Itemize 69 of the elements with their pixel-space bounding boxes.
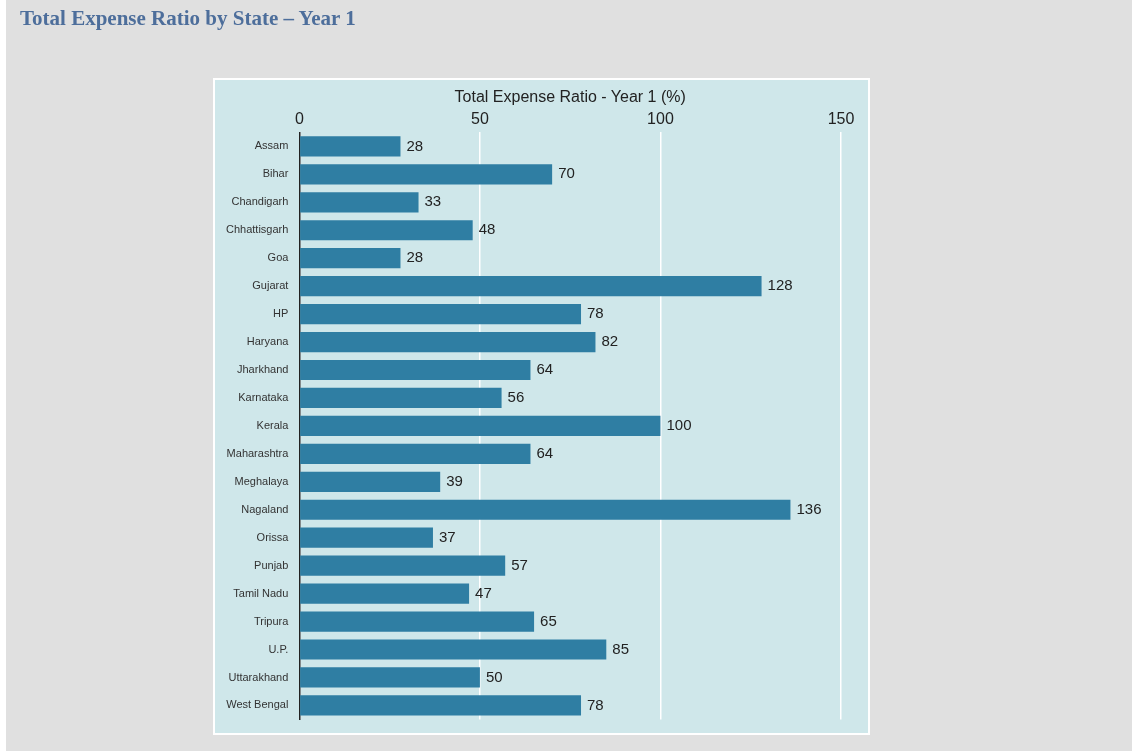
bar — [300, 303, 582, 325]
y-tick-label: Assam — [254, 139, 289, 152]
data-label: 64 — [536, 443, 554, 461]
data-label: 47 — [475, 583, 492, 601]
y-tick-label: Uttarakhand — [228, 670, 289, 683]
x-tick-label: 100 — [647, 110, 674, 128]
data-label: 136 — [796, 499, 822, 517]
data-label: 70 — [558, 164, 575, 182]
bar — [300, 499, 791, 520]
bar — [300, 611, 535, 632]
bar — [300, 192, 419, 213]
data-label: 78 — [587, 304, 604, 322]
bar — [300, 555, 506, 576]
data-label: 39 — [446, 471, 463, 489]
y-tick-label: Nagaland — [241, 502, 289, 515]
y-tick-label: Meghalaya — [234, 474, 290, 487]
chart-title: Total Expense Ratio by State – Year 1 — [20, 6, 356, 31]
y-tick-label: Kerala — [256, 418, 290, 431]
y-tick-label: Punjab — [254, 558, 289, 571]
y-tick-label: Bihar — [262, 167, 289, 180]
bar — [300, 443, 531, 464]
data-label: 82 — [601, 332, 619, 350]
bar — [300, 527, 433, 548]
data-label: 56 — [507, 388, 525, 406]
data-label: 33 — [424, 192, 442, 210]
y-tick-label: HP — [273, 307, 289, 320]
data-label: 48 — [478, 220, 496, 238]
x-tick-label: 50 — [471, 110, 489, 128]
bar — [300, 583, 470, 604]
bar — [300, 164, 553, 185]
bar — [300, 387, 502, 409]
y-tick-label: Orissa — [256, 530, 290, 543]
bar — [300, 415, 661, 436]
data-label: 28 — [406, 248, 424, 266]
bar — [300, 331, 596, 353]
bar — [300, 276, 762, 297]
data-label: 57 — [511, 555, 528, 573]
y-tick-label: Tamil Nadu — [233, 586, 289, 599]
data-label: 85 — [612, 639, 629, 657]
data-label: 28 — [406, 136, 424, 154]
x-axis-title: Total Expense Ratio - Year 1 (%) — [454, 88, 686, 106]
bar — [300, 639, 607, 660]
bar — [300, 471, 441, 492]
bar — [300, 220, 473, 241]
data-label: 64 — [536, 360, 554, 378]
data-label: 78 — [587, 695, 604, 713]
bar — [300, 136, 401, 157]
y-tick-label: Goa — [267, 251, 290, 264]
y-tick-label: Gujarat — [252, 279, 289, 292]
y-tick-label: Chhattisgarh — [225, 223, 289, 236]
bar — [300, 248, 401, 269]
x-tick-label: 150 — [827, 110, 855, 128]
y-tick-label: West Bengal — [226, 698, 289, 711]
y-tick-label: Tripura — [253, 614, 290, 627]
y-tick-label: Maharashtra — [226, 446, 290, 459]
bar — [300, 695, 582, 716]
data-label: 37 — [438, 527, 456, 545]
data-label: 65 — [540, 611, 557, 629]
y-tick-label: Chandigarh — [231, 195, 289, 208]
bar — [300, 667, 480, 688]
data-label: 100 — [666, 416, 692, 434]
y-tick-label: U.P. — [268, 642, 289, 655]
data-label: 50 — [485, 667, 503, 685]
bar — [300, 359, 531, 381]
x-tick-label: 0 — [294, 110, 304, 128]
y-tick-label: Haryana — [246, 335, 290, 348]
data-label: 128 — [767, 276, 793, 294]
y-tick-label: Karnataka — [238, 390, 290, 403]
y-tick-label: Jharkhand — [236, 363, 289, 376]
